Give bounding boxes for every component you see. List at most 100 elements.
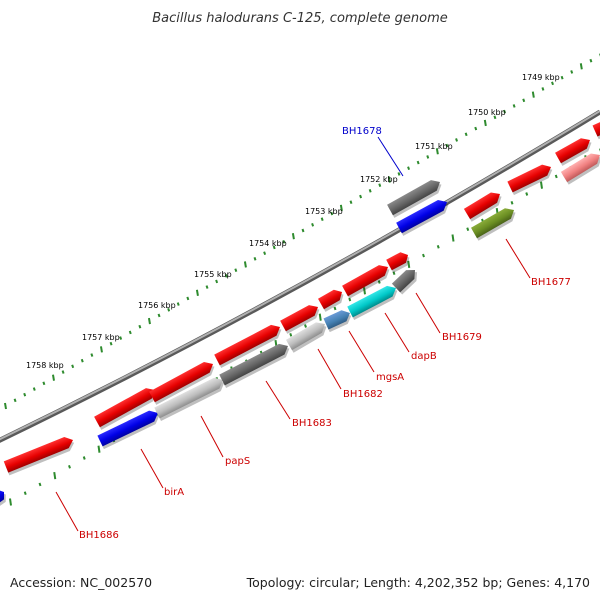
scale-tick [61,370,65,374]
scale-ticks [4,53,600,506]
gene-labels: BH1678 BH1677 BH1679 dapB mgsA BH1682 BH1683 pa… [79,126,571,541]
scale-labels: 1749 kbp 1750 kbp 1751 kbp 1752 kbp 1753 kbp… [26,73,560,370]
gene-feature[interactable] [0,487,9,510]
gene-feature[interactable] [560,150,600,185]
scale-tick [109,341,113,346]
gene-label[interactable]: papS [225,456,250,467]
gene-feature[interactable] [396,197,451,236]
scale-tick [263,251,267,255]
gene-feature[interactable] [3,434,77,476]
gene-feature-body [285,322,325,351]
scale-label: 1753 kbp [305,207,343,216]
gene-feature-body [471,208,515,239]
gene-feature-body [219,343,288,386]
scale-tick [291,232,295,240]
scale-tick [416,160,420,165]
gene-feature-body [154,377,223,419]
scale-tick [13,398,17,403]
scale-tick [243,261,247,268]
label-leader-line [55,491,79,532]
gene-label[interactable]: mgsA [376,372,404,383]
scale-tick [445,143,449,148]
scale-label: 1755 kbp [194,270,232,279]
gene-feature-body [149,362,214,403]
gene-label[interactable]: BH1682 [343,389,383,400]
label-leaders [55,136,531,532]
scale-tick [205,285,209,289]
scale-tick [474,126,478,131]
accession-text: Accession: NC_002570 [10,575,153,590]
gene-feature[interactable] [592,121,600,140]
scale-tick [359,194,363,199]
gene-feature[interactable] [94,385,159,430]
label-leader-line [384,312,410,353]
scale-tick [466,227,470,232]
scale-tick [493,115,497,120]
gene-feature-body [94,388,156,428]
label-leader-line [317,348,342,390]
gene-feature[interactable] [285,319,330,353]
gene-feature[interactable] [219,341,292,389]
scale-label: 1754 kbp [249,239,287,248]
scale-tick [68,464,71,469]
gene-feature[interactable] [323,308,354,333]
gene-feature[interactable] [347,283,400,320]
scale-tick [53,471,57,480]
scale-label: 1756 kbp [138,301,176,310]
gene-label[interactable]: BH1678 [342,126,382,137]
gene-feature[interactable] [214,322,284,368]
gene-label[interactable]: BH1677 [531,277,571,288]
gene-feature[interactable] [342,262,392,299]
scale-tick [541,87,545,91]
gene-feature-body [560,153,600,183]
gene-feature[interactable] [507,162,555,196]
scale-tick [368,189,372,193]
scale-tick [540,181,543,189]
gene-feature[interactable] [387,177,444,218]
scale-tick [330,211,334,216]
label-leader-line [140,448,164,489]
scale-tick [570,70,574,74]
scale-tick [320,217,324,221]
gene-feature[interactable] [463,189,505,222]
gene-label[interactable]: birA [164,487,184,498]
scale-tick [167,307,171,312]
gene-feature[interactable] [391,266,421,295]
scale-tick [304,324,307,328]
gene-label[interactable]: BH1679 [442,332,482,343]
gene-feature-body [97,410,159,447]
gene-feature-body [507,164,552,193]
gene-feature[interactable] [318,287,346,312]
scale-tick [9,498,12,506]
gene-feature[interactable] [386,250,412,273]
gene-feature-body [323,310,351,330]
scale-tick [272,245,276,250]
scale-tick [119,336,123,340]
gene-feature[interactable] [154,375,227,422]
gene-feature[interactable] [471,205,518,241]
scale-tick [435,148,439,155]
gene-feature[interactable] [555,135,594,166]
scale-tick [311,223,315,227]
label-leader-line [377,136,404,177]
scale-tick [333,306,337,311]
gene-label[interactable]: BH1683 [292,418,332,429]
scale-tick [215,279,219,284]
label-leader-line [348,330,375,373]
gene-feature[interactable] [280,302,322,334]
gene-label[interactable]: BH1686 [79,530,119,541]
scale-tick [531,91,535,98]
gene-feature[interactable] [149,359,217,405]
scale-tick [407,260,411,269]
scale-tick [90,353,94,357]
label-leader-line [265,380,291,420]
scale-tick [525,192,529,196]
gene-label[interactable]: dapB [411,351,437,362]
scale-tick [176,302,180,306]
scale-tick [363,287,366,295]
gene-feature-body [386,252,408,271]
chart-title: Bacillus halodurans C-125, complete geno… [152,11,448,26]
gene-feature[interactable] [97,408,162,450]
label-leader-line [505,238,531,279]
label-leader-line [415,292,441,334]
